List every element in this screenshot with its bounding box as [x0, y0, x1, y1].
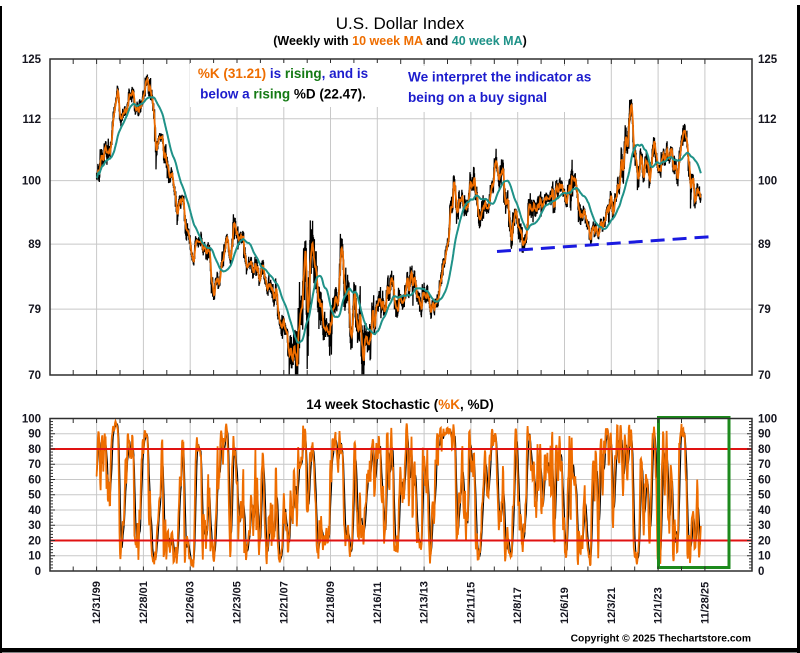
svg-text:12/1/23: 12/1/23 — [653, 587, 665, 624]
svg-text:0: 0 — [35, 566, 41, 578]
svg-text:U.S. Dollar Index: U.S. Dollar Index — [336, 14, 465, 33]
svg-text:100: 100 — [758, 176, 777, 188]
svg-text:90: 90 — [28, 429, 41, 441]
svg-text:12/31/99: 12/31/99 — [91, 581, 103, 624]
svg-text:50: 50 — [28, 490, 41, 502]
svg-text:30: 30 — [28, 520, 41, 532]
svg-text:12/8/17: 12/8/17 — [512, 587, 524, 624]
svg-text:100: 100 — [758, 413, 777, 425]
svg-text:12/16/11: 12/16/11 — [372, 582, 384, 624]
svg-text:89: 89 — [758, 239, 771, 251]
svg-text:112: 112 — [22, 114, 41, 126]
svg-text:90: 90 — [758, 429, 771, 441]
svg-text:40: 40 — [28, 505, 41, 517]
svg-text:10: 10 — [758, 551, 771, 563]
svg-text:30: 30 — [758, 520, 771, 532]
svg-text:being on a buy signal: being on a buy signal — [408, 90, 547, 105]
svg-text:(Weekly with 10 week MA and 40: (Weekly with 10 week MA and 40 week MA) — [273, 34, 527, 48]
svg-text:%K (31.21) is rising, and is: %K (31.21) is rising, and is — [198, 66, 368, 81]
svg-text:12/13/13: 12/13/13 — [419, 581, 431, 624]
svg-text:60: 60 — [28, 474, 41, 486]
svg-text:50: 50 — [758, 490, 771, 502]
svg-text:60: 60 — [758, 474, 771, 486]
svg-text:70: 70 — [758, 370, 771, 382]
svg-text:12/28/01: 12/28/01 — [138, 581, 150, 624]
svg-text:80: 80 — [758, 444, 771, 456]
svg-text:12/3/21: 12/3/21 — [606, 587, 618, 624]
svg-text:20: 20 — [758, 535, 771, 547]
svg-text:80: 80 — [28, 444, 41, 456]
svg-text:112: 112 — [758, 114, 777, 126]
svg-text:11/28/25: 11/28/25 — [699, 582, 711, 624]
svg-text:20: 20 — [28, 535, 41, 547]
svg-text:125: 125 — [22, 54, 42, 66]
svg-text:Copyright © 2025 Thechartstore: Copyright © 2025 Thechartstore.com — [571, 634, 751, 645]
svg-text:70: 70 — [28, 370, 41, 382]
svg-text:100: 100 — [22, 413, 41, 425]
svg-text:12/6/19: 12/6/19 — [559, 587, 571, 624]
svg-text:We interpret the indicator as: We interpret the indicator as — [408, 70, 591, 85]
svg-text:89: 89 — [28, 239, 41, 251]
svg-text:40: 40 — [758, 505, 771, 517]
svg-text:79: 79 — [28, 304, 41, 316]
svg-text:79: 79 — [758, 304, 771, 316]
svg-text:100: 100 — [22, 176, 41, 188]
svg-text:12/18/09: 12/18/09 — [325, 581, 337, 624]
svg-text:12/21/07: 12/21/07 — [278, 581, 290, 624]
svg-text:below a rising %D (22.47).: below a rising %D (22.47). — [200, 87, 366, 102]
svg-text:10: 10 — [28, 551, 41, 563]
svg-text:12/23/05: 12/23/05 — [232, 581, 244, 624]
svg-text:125: 125 — [758, 54, 778, 66]
svg-text:0: 0 — [758, 566, 764, 578]
svg-text:14 week Stochastic (%K, %D): 14 week Stochastic (%K, %D) — [306, 397, 494, 412]
svg-text:70: 70 — [28, 459, 41, 471]
svg-text:12/11/15: 12/11/15 — [465, 582, 477, 624]
svg-text:70: 70 — [758, 459, 771, 471]
svg-text:12/26/03: 12/26/03 — [185, 581, 197, 624]
